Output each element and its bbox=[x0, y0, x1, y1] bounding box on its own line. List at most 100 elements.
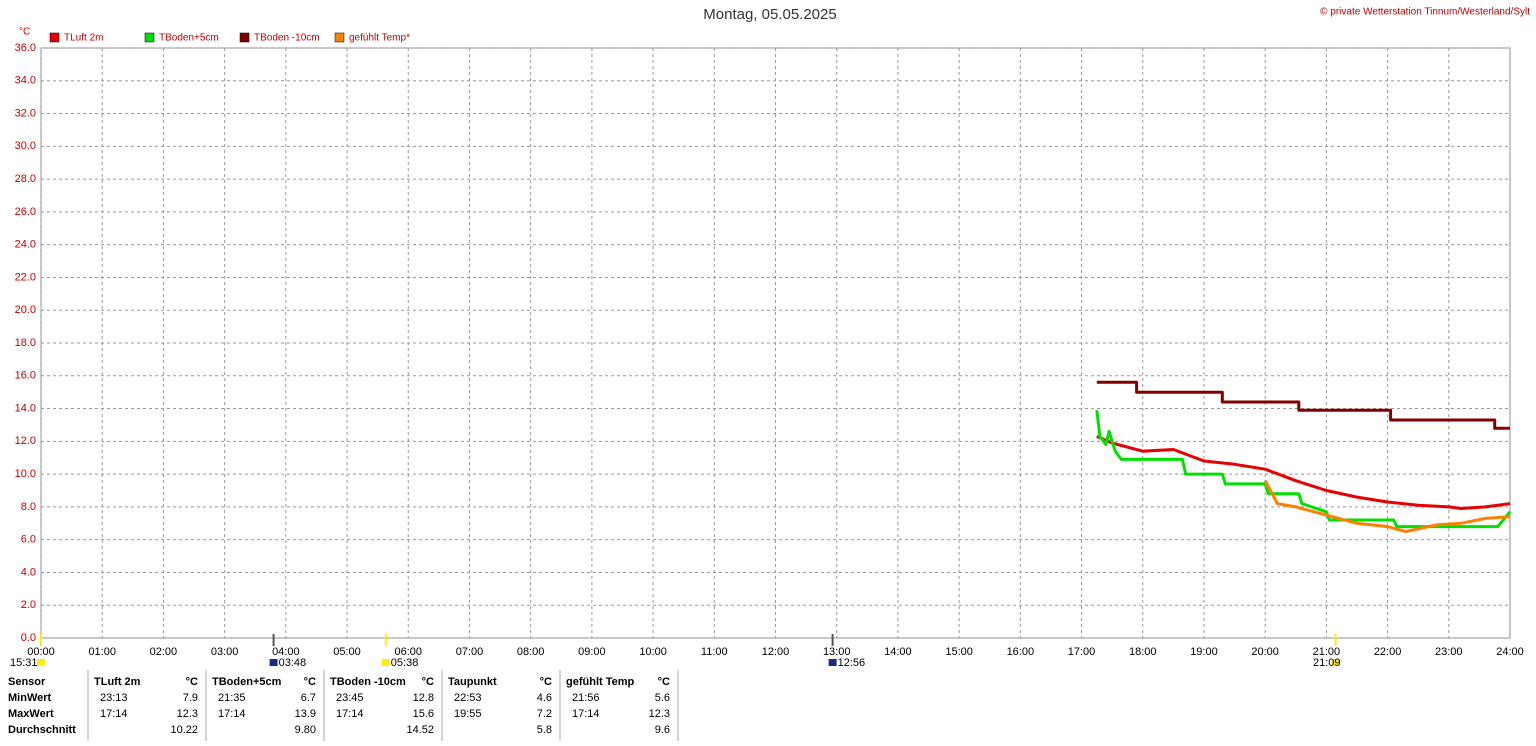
x-tick-label: 03:00 bbox=[211, 646, 239, 658]
y-tick-label: 16.0 bbox=[15, 370, 36, 382]
x-tick-label: 17:00 bbox=[1068, 646, 1096, 658]
x-tick-label: 01:00 bbox=[88, 646, 116, 658]
table-cell: °C bbox=[540, 676, 552, 688]
table-cell: gefühlt Temp bbox=[566, 676, 635, 688]
table-cell: °C bbox=[658, 676, 670, 688]
x-tick-label: 14:00 bbox=[884, 646, 912, 658]
event-icon bbox=[37, 659, 45, 666]
table-cell: 23:45 bbox=[336, 692, 364, 704]
event-icon bbox=[1331, 659, 1340, 666]
table-cell: MaxWert bbox=[8, 708, 54, 720]
legend-swatch bbox=[144, 32, 155, 43]
y-tick-label: 36.0 bbox=[15, 42, 36, 54]
x-tick-label: 04:00 bbox=[272, 646, 300, 658]
table-cell: 21:35 bbox=[218, 692, 246, 704]
y-tick-label: 10.0 bbox=[15, 468, 36, 480]
table-cell: TBoden -10cm bbox=[330, 676, 406, 688]
x-tick-label: 23:00 bbox=[1435, 646, 1463, 658]
table-cell: °C bbox=[304, 676, 316, 688]
x-tick-label: 13:00 bbox=[823, 646, 851, 658]
legend-swatch bbox=[334, 32, 345, 43]
table-cell: 9.80 bbox=[295, 724, 316, 736]
table-cell: MinWert bbox=[8, 692, 52, 704]
x-tick-label: 00:00 bbox=[27, 646, 55, 658]
y-tick-label: 32.0 bbox=[15, 107, 36, 119]
x-tick-label: 11:00 bbox=[701, 646, 728, 658]
legend-label: TBoden+5cm bbox=[159, 33, 219, 44]
table-cell: 17:14 bbox=[572, 708, 600, 720]
table-cell: TBoden+5cm bbox=[212, 676, 282, 688]
legend-swatch bbox=[49, 32, 60, 43]
x-tick-label: 02:00 bbox=[150, 646, 178, 658]
y-tick-label: 4.0 bbox=[21, 566, 36, 578]
y-tick-label: 14.0 bbox=[15, 402, 36, 414]
table-cell: 17:14 bbox=[100, 708, 128, 720]
x-tick-label: 15:00 bbox=[945, 646, 973, 658]
x-tick-label: 18:00 bbox=[1129, 646, 1157, 658]
y-tick-label: 0.0 bbox=[21, 632, 36, 644]
x-tick-label: 21:00 bbox=[1313, 646, 1341, 658]
y-unit: °C bbox=[19, 27, 30, 38]
table-cell: 17:14 bbox=[336, 708, 364, 720]
x-tick-label: 05:00 bbox=[333, 646, 361, 658]
table-cell: 21:56 bbox=[572, 692, 600, 704]
chart-title: Montag, 05.05.2025 bbox=[703, 6, 836, 23]
table-cell: 4.6 bbox=[537, 692, 552, 704]
x-tick-label: 24:00 bbox=[1496, 646, 1524, 658]
table-cell: 12.3 bbox=[177, 708, 198, 720]
event-label: 12:56 bbox=[838, 657, 866, 669]
y-tick-label: 6.0 bbox=[21, 534, 36, 546]
table-cell: TLuft 2m bbox=[94, 676, 141, 688]
y-tick-label: 20.0 bbox=[15, 304, 36, 316]
x-tick-label: 09:00 bbox=[578, 646, 606, 658]
x-tick-label: 19:00 bbox=[1190, 646, 1218, 658]
table-cell: 19:55 bbox=[454, 708, 482, 720]
table-cell: 7.2 bbox=[537, 708, 552, 720]
table-cell: 23:13 bbox=[100, 692, 128, 704]
x-tick-label: 06:00 bbox=[394, 646, 422, 658]
table-cell: 12.3 bbox=[649, 708, 670, 720]
event-label: 15:31 bbox=[10, 657, 38, 669]
y-tick-label: 26.0 bbox=[15, 206, 36, 218]
y-tick-label: 28.0 bbox=[15, 173, 36, 185]
legend-label: TLuft 2m bbox=[64, 33, 103, 44]
table-cell: Durchschnitt bbox=[8, 724, 76, 736]
table-cell: °C bbox=[422, 676, 434, 688]
table-cell: 5.6 bbox=[655, 692, 670, 704]
y-tick-label: 24.0 bbox=[15, 239, 36, 251]
table-cell: 9.6 bbox=[655, 724, 670, 736]
table-cell: 5.8 bbox=[537, 724, 552, 736]
table-cell: 12.8 bbox=[413, 692, 434, 704]
x-tick-label: 08:00 bbox=[517, 646, 545, 658]
y-tick-label: 8.0 bbox=[21, 501, 36, 513]
x-tick-label: 12:00 bbox=[762, 646, 790, 658]
table-cell: 13.9 bbox=[295, 708, 316, 720]
table-cell: 15.6 bbox=[413, 708, 434, 720]
table-cell: Taupunkt bbox=[448, 676, 497, 688]
table-cell: 7.9 bbox=[183, 692, 198, 704]
event-label: 03:48 bbox=[279, 657, 307, 669]
series-line bbox=[1096, 435, 1511, 510]
table-cell: 10.22 bbox=[170, 724, 198, 736]
table-cell: 14.52 bbox=[406, 724, 434, 736]
event-icon bbox=[269, 659, 278, 666]
series-line bbox=[1096, 380, 1510, 430]
y-tick-label: 22.0 bbox=[15, 271, 36, 283]
x-tick-label: 22:00 bbox=[1374, 646, 1402, 658]
x-tick-label: 10:00 bbox=[639, 646, 667, 658]
copyright: © private Wetterstation Tinnum/Westerlan… bbox=[1320, 7, 1530, 18]
y-tick-label: 18.0 bbox=[15, 337, 36, 349]
table-cell: 17:14 bbox=[218, 708, 246, 720]
x-tick-label: 16:00 bbox=[1007, 646, 1035, 658]
event-icon bbox=[381, 659, 390, 666]
table-cell: Sensor bbox=[8, 676, 46, 688]
table-cell: 6.7 bbox=[301, 692, 316, 704]
y-tick-label: 2.0 bbox=[21, 599, 36, 611]
event-icon bbox=[828, 659, 837, 666]
legend-label: TBoden -10cm bbox=[254, 33, 320, 44]
y-tick-label: 30.0 bbox=[15, 140, 36, 152]
x-tick-label: 20:00 bbox=[1251, 646, 1279, 658]
event-label: 21:09 bbox=[1313, 657, 1341, 669]
table-cell: °C bbox=[186, 676, 198, 688]
